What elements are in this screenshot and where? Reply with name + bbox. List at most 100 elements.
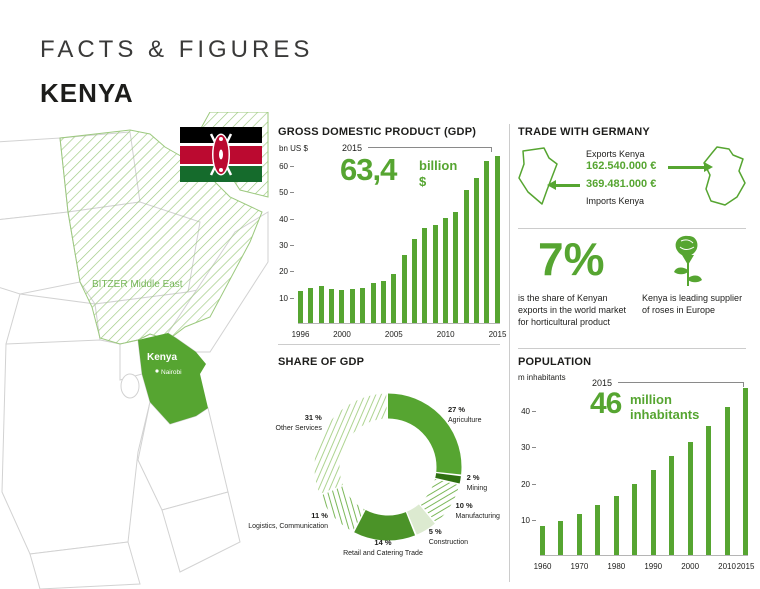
kenya-flag-icon <box>180 127 262 182</box>
population-bar <box>669 455 675 555</box>
gdp-xlabel: 2005 <box>384 330 403 339</box>
population-xlabel: 1990 <box>644 562 663 571</box>
gdp-bar <box>308 288 314 323</box>
population-callout-unit2: inhabitants <box>630 407 700 422</box>
gdp-xlabel: 2000 <box>333 330 351 339</box>
gdp-ytick: 30 <box>279 241 294 250</box>
gdp-bar <box>484 161 490 323</box>
population-bar <box>595 505 601 555</box>
population-bar <box>558 520 564 555</box>
gdp-bar <box>329 289 335 323</box>
donut-label: 5 % Construction <box>428 526 469 546</box>
gdp-ytick: 20 <box>279 267 294 276</box>
gdp-bar <box>463 190 469 323</box>
donut-label: 31 % Other Services <box>275 413 322 432</box>
africa-map: BITZER Middle East Kenya Nairobi <box>0 112 269 589</box>
population-xlabel: 2015 <box>736 562 755 571</box>
divider <box>518 348 746 349</box>
map-country-label: Kenya <box>147 352 177 363</box>
population-bar <box>706 425 712 555</box>
population-ytick: 40 <box>521 407 536 416</box>
population-ytick: 30 <box>521 443 536 452</box>
population-xlabel: 1980 <box>607 562 626 571</box>
gdp-bar <box>380 280 386 323</box>
germany-outline-icon <box>703 146 746 206</box>
rose-icon <box>674 235 702 286</box>
population-bar <box>687 441 693 555</box>
population-bar <box>742 388 748 555</box>
gdp-bar <box>422 228 428 323</box>
share-gdp-donut-chart: 27 % Agriculture 2 % Mining 10 % Manufacturin… <box>248 372 510 584</box>
page-subtitle: KENYA <box>40 78 134 108</box>
exports-arrow-icon <box>668 162 713 172</box>
donut-label: 27 % Agriculture <box>448 405 482 424</box>
map-region-label: BITZER Middle East <box>92 279 183 290</box>
gdp-bar <box>474 177 480 323</box>
population-xlabel: 1960 <box>533 562 552 571</box>
population-bar <box>724 406 730 555</box>
gdp-bar <box>411 238 417 323</box>
population-chart: 10 20 30 40 1960 1970 1980 1990 2000 2010 2015 <box>518 382 754 572</box>
trade-section-title: TRADE WITH GERMANY <box>518 126 650 138</box>
exports-value: 162.540.000 € <box>586 160 657 172</box>
gdp-callout-unit: billion <box>419 158 458 173</box>
gdp-bar <box>401 254 407 323</box>
divider <box>278 344 500 345</box>
donut-label: 11 % Logistics, Communication <box>248 510 328 530</box>
donut-label: 10 % Manufacturing <box>455 500 500 520</box>
gdp-callout-currency: $ <box>419 174 427 189</box>
donut-segment-agriculture <box>314 393 462 541</box>
population-callout-year: 2015 <box>592 378 613 388</box>
lake-victoria <box>120 373 140 399</box>
imports-arrow-icon <box>547 180 580 190</box>
horticulture-percent: 7% <box>538 233 605 285</box>
population-callout-value: 46 <box>590 387 622 420</box>
kenya-map-shape <box>138 333 208 424</box>
population-ytick: 20 <box>521 480 536 489</box>
kenya-outline-icon <box>518 147 558 205</box>
gdp-bar <box>494 155 500 323</box>
share-gdp-title: SHARE OF GDP <box>278 356 365 368</box>
gdp-ytick: 60 <box>279 162 294 171</box>
gdp-callout-year: 2015 <box>342 143 363 153</box>
population-title: POPULATION <box>518 356 592 368</box>
gdp-bar <box>349 288 355 323</box>
population-xlabel: 2010 <box>718 562 736 571</box>
population-xlabel: 2000 <box>681 562 700 571</box>
gdp-bar <box>318 285 324 323</box>
gdp-xlabel: 2015 <box>488 330 507 339</box>
gdp-bar <box>443 217 449 323</box>
gdp-callout-value: 63,4 <box>340 152 397 187</box>
donut-label: 2 % Mining <box>466 472 488 492</box>
gdp-bar <box>370 283 376 323</box>
gdp-unit-label: bn US $ <box>279 144 308 153</box>
gdp-callout-bracket <box>368 147 492 152</box>
gdp-section-title: GROSS DOMESTIC PRODUCT (GDP) <box>278 126 477 138</box>
donut-segment-mining <box>314 393 462 541</box>
divider <box>509 124 510 582</box>
maasai-shield-icon <box>209 133 233 176</box>
imports-label: Imports Kenya <box>586 196 645 206</box>
divider <box>518 228 746 229</box>
population-bar <box>576 514 582 555</box>
nairobi-dot <box>155 369 159 373</box>
population-callout-bracket <box>618 382 744 387</box>
gdp-bar <box>360 288 366 323</box>
gdp-ytick: 40 <box>279 215 294 224</box>
gdp-bar <box>298 291 303 323</box>
gdp-ytick: 50 <box>279 188 294 197</box>
population-unit-label: m inhabitants <box>518 373 566 382</box>
population-callout-unit1: million <box>630 392 672 407</box>
gdp-bar <box>391 273 397 323</box>
rose-text: Kenya is leading supplier of roses in Eu… <box>642 293 743 316</box>
imports-value: 369.481.000 € <box>586 178 657 190</box>
gdp-chart: 10 20 30 40 50 60 1996 2000 2005 2010 2015 <box>278 150 506 340</box>
gdp-bar <box>432 225 438 323</box>
population-bar <box>613 495 619 555</box>
gdp-bar <box>453 212 459 323</box>
gdp-xlabel: 1996 <box>291 330 310 339</box>
population-bar <box>650 470 656 555</box>
population-bar <box>540 525 545 555</box>
population-ytick: 10 <box>521 516 536 525</box>
